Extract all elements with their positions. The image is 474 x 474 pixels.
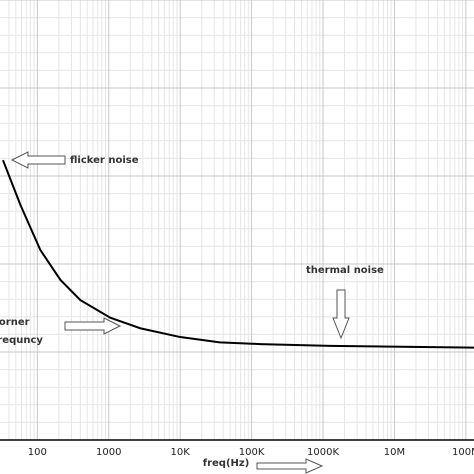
thermal-arrow xyxy=(332,289,350,340)
annotation: corner xyxy=(0,317,30,328)
x-tick-label: 10K xyxy=(171,447,191,458)
curve xyxy=(2,159,474,349)
x-tick-label: 100K xyxy=(239,447,265,458)
x-tick-label: 1000 xyxy=(96,447,121,458)
corner-arrow xyxy=(64,317,122,335)
annotation: frequncy xyxy=(0,335,43,346)
freq-arrow xyxy=(256,458,324,474)
flicker-arrow xyxy=(10,151,66,169)
x-tick-label: 100 xyxy=(28,447,47,458)
x-axis-label: freq(Hz) xyxy=(203,458,250,469)
annotation: thermal noise xyxy=(306,265,384,276)
x-tick-label: 100M xyxy=(452,447,474,458)
x-tick-label: 1000K xyxy=(307,447,339,458)
x-tick-label: 10M xyxy=(384,447,405,458)
grid xyxy=(0,0,474,441)
annotation: flicker noise xyxy=(70,155,139,166)
